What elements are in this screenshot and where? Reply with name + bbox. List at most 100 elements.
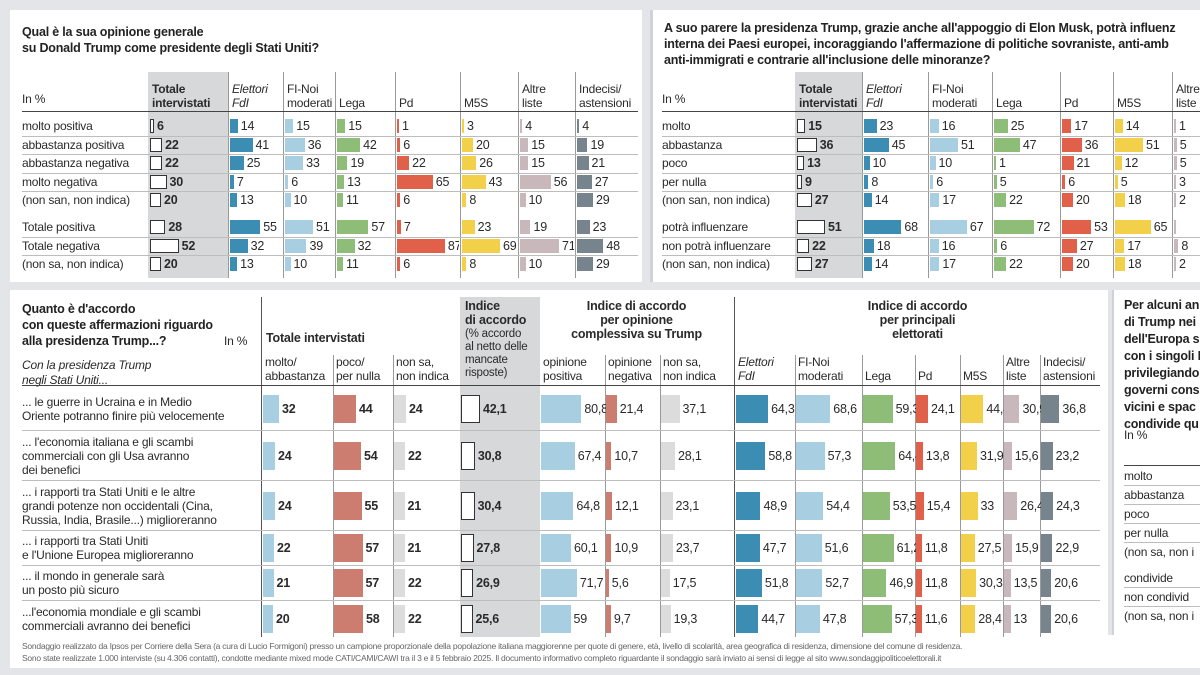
q1-total-cell: 28 <box>150 218 227 237</box>
value-label: 11 <box>346 193 359 208</box>
q2-party-cell: 47 <box>994 136 1059 155</box>
q3-electorate-cell: 64,4 <box>863 431 922 480</box>
bar <box>541 441 575 470</box>
value-label: 58,8 <box>768 448 792 463</box>
q3-row-rule <box>22 430 1100 431</box>
value-label: 15,6 <box>1014 448 1039 463</box>
value-label: 2 <box>1179 193 1186 208</box>
value-label: 10 <box>528 193 543 208</box>
q1-total-cell: 52 <box>150 237 227 256</box>
q1-party-cell: 51 <box>285 218 334 237</box>
q3-total-cell: 21 <box>263 566 332 600</box>
bar <box>520 220 531 235</box>
bar <box>150 238 179 253</box>
bar <box>661 441 676 470</box>
value-label: 32 <box>282 402 296 416</box>
q3-total-cell: 21 <box>394 481 459 530</box>
q2-party-cell: 17 <box>1062 117 1112 136</box>
bar <box>916 441 923 470</box>
value-label: 22 <box>1009 193 1023 208</box>
q2-party-cell: 16 <box>930 117 991 136</box>
value-label: 3 <box>467 119 474 134</box>
value-label: 13 <box>1013 612 1028 626</box>
q4-unit: In % <box>1124 428 1148 442</box>
q1-party-cell: 19 <box>577 136 637 155</box>
bar <box>994 193 1007 208</box>
value-label: 37,1 <box>682 402 707 416</box>
value-label: 22 <box>1009 257 1023 272</box>
q1-col-separator <box>395 72 396 278</box>
q3-col-separator <box>1040 355 1041 637</box>
bar <box>930 257 940 272</box>
bar <box>1062 193 1073 208</box>
bar <box>796 534 822 562</box>
bar <box>285 238 307 253</box>
value-label: 13,5 <box>1013 576 1038 590</box>
value-label: 18 <box>876 238 891 253</box>
q1-row-label: (non sa, non indica) <box>22 257 124 272</box>
q1-row-label: abbastanza negativa <box>22 156 129 171</box>
q3-subheader-11: Altre liste <box>1006 355 1030 383</box>
value-label: 22 <box>412 156 426 171</box>
q3-total-cell: 21 <box>394 531 459 565</box>
bar <box>916 605 922 633</box>
bar <box>520 137 529 152</box>
bar <box>397 156 410 171</box>
value-label: 80,8 <box>584 402 608 416</box>
value-label: 6 <box>157 119 164 134</box>
value-label: 28 <box>168 220 182 235</box>
bar <box>864 119 877 134</box>
bar <box>797 137 817 152</box>
q2-party-cell: 5 <box>1115 173 1171 192</box>
value-label: 22 <box>277 541 291 555</box>
q3-electorate-cell: 13,8 <box>916 431 959 480</box>
value-label: 13 <box>347 174 361 189</box>
q3-electorate-cell: 15,9 <box>1004 531 1039 565</box>
q3-total-cell: 24 <box>263 481 332 530</box>
bar <box>864 193 872 208</box>
q1-header-0: Totale intervistati <box>152 82 211 110</box>
value-label: 33 <box>306 156 320 171</box>
value-label: 87 <box>447 238 459 253</box>
value-label: 55 <box>263 220 277 235</box>
value-label: 67 <box>969 220 984 235</box>
value-label: 17 <box>942 193 956 208</box>
value-label: 20 <box>1076 193 1090 208</box>
value-label: 28,4 <box>978 612 1002 626</box>
value-label: 32 <box>357 238 372 253</box>
bar <box>916 491 924 520</box>
q2-col-separator <box>862 72 863 278</box>
bar <box>961 534 975 562</box>
value-label: 43 <box>488 174 503 189</box>
bar <box>606 395 617 423</box>
value-label: 23,7 <box>675 541 700 555</box>
bar <box>606 605 611 633</box>
q3-total-cell: 44 <box>334 388 392 430</box>
value-label: 51 <box>1146 137 1160 152</box>
q4-row-label: (non sa, non i <box>1124 544 1194 559</box>
bar <box>661 534 673 562</box>
q2-party-cell: 68 <box>864 218 927 237</box>
value-label: 13 <box>240 257 254 272</box>
q2-party-cell: 14 <box>864 191 927 210</box>
q3-opinion-cell: 60,1 <box>541 531 604 565</box>
q3-index-header: Indice di accordo <box>465 299 527 327</box>
bar <box>1115 174 1118 189</box>
q1-header-4: Pd <box>399 96 414 110</box>
q2-col-separator <box>928 72 929 278</box>
value-label: 7 <box>403 220 411 235</box>
value-label: 25,6 <box>475 612 500 626</box>
q2-party-cell: 65 <box>1115 218 1171 237</box>
q2-row-rule <box>662 172 1200 174</box>
q3-subheader-10: M5S <box>963 369 988 383</box>
q3-subheader-5: non sa, non indica <box>663 355 716 383</box>
q3-electorate-cell: 61,2 <box>863 531 920 565</box>
bar <box>462 119 464 134</box>
q1-row-rule <box>22 255 638 256</box>
bar <box>394 441 405 470</box>
bar <box>930 220 967 235</box>
bar <box>797 119 806 134</box>
value-label: 4 <box>525 119 532 134</box>
q1-total-cell: 22 <box>150 154 227 173</box>
q3-col-separator <box>333 355 334 637</box>
